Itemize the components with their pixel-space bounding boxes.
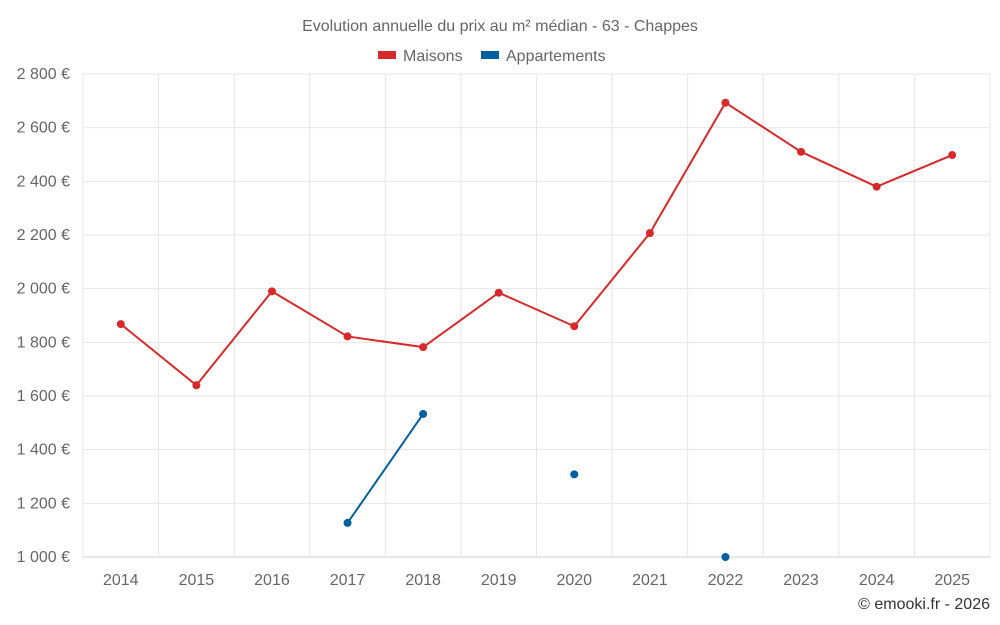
data-point-maisons-2024[interactable] — [872, 182, 881, 191]
legend-item-appartements[interactable]: Appartements — [481, 48, 606, 65]
y-tick-label: 1 600 € — [17, 388, 70, 405]
x-tick-label: 2021 — [632, 572, 668, 589]
x-tick-label: 2015 — [179, 572, 215, 589]
data-point-appartements-2018[interactable] — [419, 409, 428, 418]
legend-label-maisons: Maisons — [403, 48, 463, 65]
credit-text: © emooki.fr - 2026 — [858, 596, 990, 613]
data-point-maisons-2020[interactable] — [570, 322, 579, 331]
data-point-maisons-2016[interactable] — [267, 287, 276, 296]
legend-item-maisons[interactable]: Maisons — [378, 48, 463, 65]
x-tick-label: 2025 — [934, 572, 970, 589]
y-tick-label: 2 800 € — [17, 66, 70, 83]
data-point-appartements-2020[interactable] — [570, 470, 579, 479]
y-tick-label: 1 400 € — [17, 442, 70, 459]
y-tick-label: 2 200 € — [17, 227, 70, 244]
legend-label-appartements: Appartements — [506, 48, 606, 65]
series-appartements — [343, 409, 730, 561]
legend-swatch-appartements — [481, 51, 499, 59]
series — [116, 98, 957, 561]
data-point-maisons-2021[interactable] — [645, 229, 654, 238]
y-tick-label: 2 000 € — [17, 281, 70, 298]
y-tick-label: 2 400 € — [17, 173, 70, 190]
chart-title: Evolution annuelle du prix au m² médian … — [302, 18, 698, 35]
x-tick-label: 2014 — [103, 572, 139, 589]
data-point-maisons-2014[interactable] — [116, 320, 125, 329]
y-tick-label: 2 600 € — [17, 120, 70, 137]
data-point-maisons-2018[interactable] — [419, 343, 428, 352]
data-point-maisons-2019[interactable] — [494, 288, 503, 297]
x-tick-label: 2023 — [783, 572, 819, 589]
data-point-maisons-2015[interactable] — [192, 381, 201, 390]
series-line-maisons — [119, 101, 954, 387]
x-tick-label: 2016 — [254, 572, 290, 589]
x-tick-label: 2018 — [405, 572, 441, 589]
data-point-maisons-2017[interactable] — [343, 332, 352, 341]
series-maisons — [116, 98, 957, 390]
grid — [82, 73, 991, 558]
data-point-maisons-2023[interactable] — [797, 147, 806, 156]
x-tick-label: 2020 — [556, 572, 592, 589]
legend-swatch-maisons — [378, 51, 396, 59]
y-axis-labels: 1 000 € 1 200 € 1 400 € 1 600 € 1 800 € 2 000… — [17, 66, 70, 566]
y-tick-label: 1 200 € — [17, 495, 70, 512]
y-tick-label: 1 000 € — [17, 549, 70, 566]
data-point-appartements-2022[interactable] — [721, 553, 730, 561]
data-point-maisons-2025[interactable] — [948, 151, 957, 160]
x-tick-label: 2022 — [708, 572, 744, 589]
data-point-maisons-2022[interactable] — [721, 98, 730, 107]
data-point-appartements-2017[interactable] — [343, 518, 352, 527]
x-tick-label: 2019 — [481, 572, 517, 589]
x-axis-labels: 2014 2015 2016 2017 2018 2019 2020 2021 2022 2023… — [103, 572, 970, 589]
series-line-appartements — [346, 412, 425, 524]
legend: Maisons Appartements — [378, 48, 606, 65]
y-tick-label: 1 800 € — [17, 334, 70, 351]
x-tick-label: 2017 — [330, 572, 366, 589]
x-tick-label: 2024 — [859, 572, 895, 589]
